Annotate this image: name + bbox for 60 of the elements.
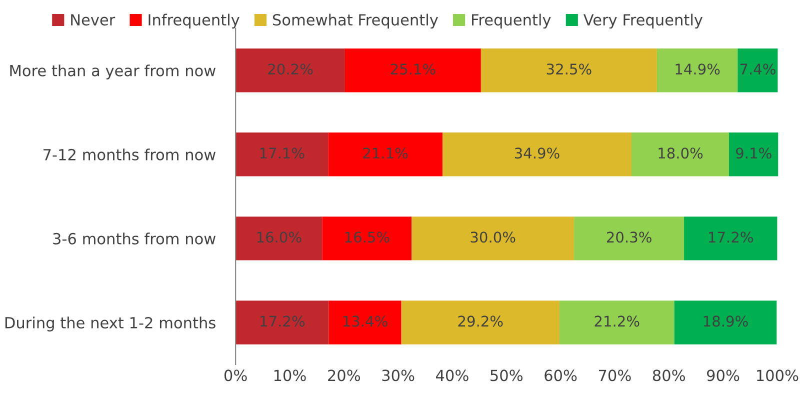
bar bbox=[236, 300, 329, 344]
data-label: 25.1% bbox=[390, 64, 436, 75]
bar bbox=[236, 132, 328, 176]
y-tick-label: More than a year from now bbox=[10, 64, 216, 80]
x-tick-label: 20% bbox=[328, 370, 360, 382]
legend-label: Somewhat Frequently bbox=[272, 14, 438, 29]
data-label: 21.2% bbox=[594, 316, 640, 327]
bar bbox=[631, 132, 729, 176]
x-tick-label: 80% bbox=[652, 370, 685, 382]
bar bbox=[401, 300, 560, 344]
x-tick-label: 60% bbox=[544, 370, 577, 382]
y-tick-label: 7-12 months from now bbox=[44, 148, 216, 160]
x-tick-label: 70% bbox=[598, 370, 631, 382]
bar bbox=[412, 216, 574, 260]
y-tick-label: 3-6 months from now bbox=[53, 232, 216, 244]
bar bbox=[344, 48, 481, 92]
bar bbox=[236, 48, 345, 92]
data-label: 17.1% bbox=[260, 148, 304, 159]
x-tick-label: 90% bbox=[707, 370, 740, 382]
data-label: 20.3% bbox=[606, 232, 652, 243]
bar bbox=[728, 132, 778, 176]
data-label: 13.4% bbox=[343, 316, 388, 327]
data-label: 20.2% bbox=[268, 64, 313, 75]
data-label: 32.5% bbox=[546, 64, 592, 75]
data-label: 18.9% bbox=[704, 316, 748, 327]
data-label: 34.9% bbox=[514, 148, 560, 159]
legend-label: Very Frequently bbox=[583, 14, 703, 29]
data-label: 17.2% bbox=[709, 232, 753, 243]
bar bbox=[442, 132, 632, 176]
x-tick-label: 10% bbox=[274, 370, 306, 382]
bar bbox=[236, 216, 322, 260]
x-tick-label: 100% bbox=[757, 370, 798, 382]
data-label: 7.4% bbox=[740, 64, 776, 75]
data-label: 29.2% bbox=[458, 316, 503, 327]
bar bbox=[328, 300, 402, 344]
bar bbox=[738, 48, 778, 92]
data-label: 16.0% bbox=[257, 232, 302, 243]
legend-label: Frequently bbox=[472, 14, 551, 29]
legend-label: Never bbox=[71, 14, 116, 26]
bar bbox=[574, 216, 684, 260]
x-tick-label: 40% bbox=[436, 370, 468, 382]
data-label: 16.5% bbox=[345, 232, 390, 243]
bar bbox=[684, 216, 778, 260]
data-label: 14.9% bbox=[676, 64, 720, 75]
y-tick-label: During the next 1-2 months bbox=[5, 316, 216, 332]
bar bbox=[328, 132, 442, 176]
bar bbox=[559, 300, 674, 344]
data-label: 9.1% bbox=[736, 148, 772, 159]
bar bbox=[322, 216, 412, 260]
data-label: 17.2% bbox=[260, 316, 305, 327]
x-tick-label: 50% bbox=[490, 370, 523, 382]
data-label: 21.1% bbox=[363, 148, 408, 159]
bar bbox=[674, 300, 777, 344]
x-tick-label: 30% bbox=[382, 370, 414, 382]
bar bbox=[480, 48, 657, 92]
data-label: 18.0% bbox=[658, 148, 703, 159]
data-label: 30.0% bbox=[470, 232, 516, 243]
bar bbox=[656, 48, 738, 92]
x-tick-label: 0% bbox=[224, 370, 247, 382]
legend-label: Infrequently bbox=[148, 14, 240, 29]
